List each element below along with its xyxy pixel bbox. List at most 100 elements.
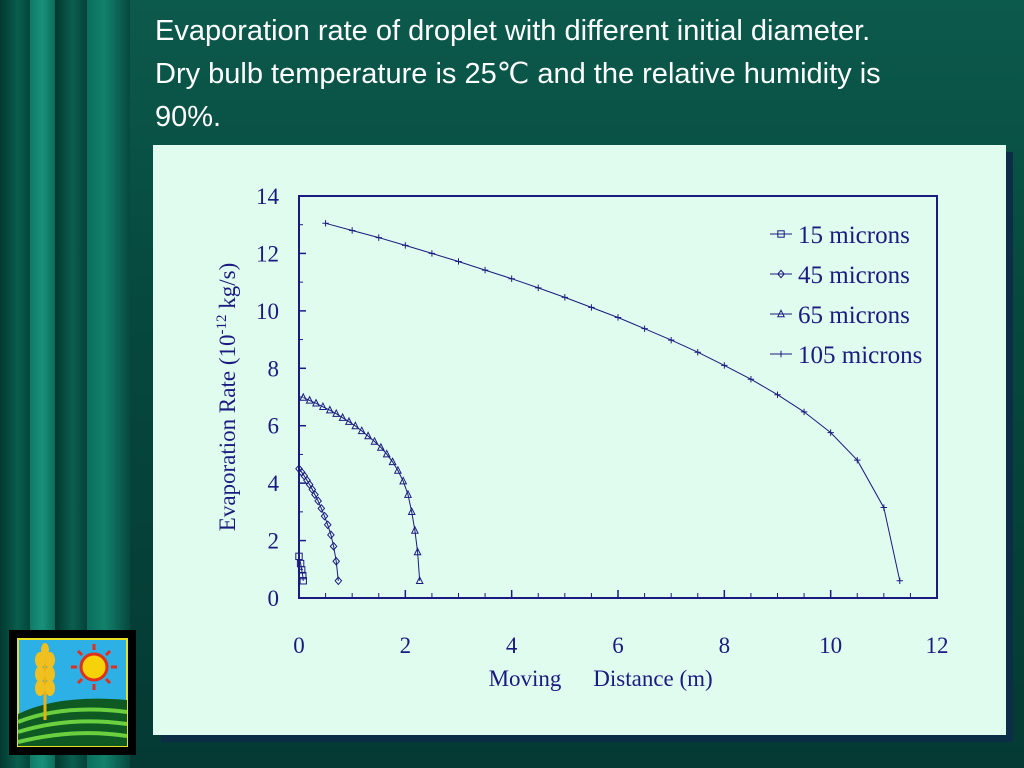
y-tick-label: 2 [268,529,280,554]
data-point [407,507,416,516]
data-point [508,275,515,282]
logo [9,630,136,755]
data-point [880,504,888,511]
data-point [308,484,317,494]
series-65-microns [299,392,424,584]
data-point [325,405,334,414]
data-point [481,266,489,274]
legend-label: 45 microns [798,262,910,289]
data-point [413,547,422,556]
data-point [561,294,569,301]
evaporation-chart: 0 2 4 6 8 10 12 14 0 2 4 6 8 10 12 15 microns 45 micron… [214,184,949,691]
data-point [388,457,397,466]
y-tick-label: 6 [268,414,280,439]
title-line-3: 90%. [155,101,222,133]
y-tick-label: 4 [268,471,280,496]
data-point [376,442,385,451]
x-tick-label: 12 [926,633,949,658]
series-group [295,220,903,586]
data-point [614,314,622,321]
y-axis-label-main: Evaporation Rate (10 [215,335,240,532]
data-point [327,530,335,540]
data-point [588,304,595,311]
data-point [455,258,462,265]
data-point [314,496,323,506]
y-tick-label: 10 [256,299,279,324]
data-point [338,412,347,421]
data-point [402,242,409,249]
y-tick-label: 14 [256,184,280,209]
data-point [299,392,308,401]
x-tick-label: 6 [612,633,624,658]
legend: 15 microns 45 microns 65 microns 105 micron… [770,222,922,369]
data-point [318,401,327,410]
data-point [299,571,307,580]
axis-ticks: 0 2 4 6 8 10 12 14 0 2 4 6 8 10 12 [256,184,949,658]
series-line [303,397,421,581]
x-tick-label: 0 [293,633,305,658]
y-tick-label: 8 [268,356,280,381]
sun-and-wheat-field-icon [17,638,128,747]
data-point [403,489,413,498]
data-point [320,511,329,521]
data-point [382,449,391,458]
title-line-1: Evaporation rate of droplet with differe… [155,15,871,47]
series-105-microns [322,220,903,584]
y-axis-label-end: kg/s) [215,263,240,315]
data-point [370,436,379,445]
data-point [800,408,808,416]
data-point [774,391,781,398]
x-tick-label: 2 [400,633,412,658]
data-point [399,476,408,485]
data-point [410,525,419,534]
data-point [694,349,701,356]
series-45-microns [295,464,343,586]
data-point [721,362,728,369]
data-point [297,566,306,574]
slide-title: Evaporation rate of droplet with differe… [155,10,1015,139]
legend-marker [777,230,785,238]
data-point [896,577,903,584]
x-axis-label-moving: Moving [489,666,562,691]
data-point [344,416,353,425]
x-tick-label: 8 [719,633,731,658]
data-point [428,250,436,257]
y-tick-label: 12 [256,241,279,266]
y-tick-label: 0 [268,586,280,611]
data-point [322,220,329,227]
data-point [332,408,341,417]
data-point [299,577,307,585]
title-line-2: Dry bulb temperature is 25℃ and the rela… [155,58,881,90]
data-point [375,234,382,241]
x-tick-label: 10 [819,633,842,658]
legend-marker [777,350,785,358]
data-point [854,456,861,464]
data-point [317,503,326,513]
data-point [364,431,373,440]
data-point [332,556,341,566]
data-point [311,490,319,500]
legend-label: 15 microns [798,222,910,249]
series-15-microns [295,552,307,585]
data-point [415,575,424,584]
legend-marker [777,269,785,279]
x-tick-label: 4 [506,633,518,658]
y-axis-label: Evaporation Rate (10-12 kg/s) [214,263,240,531]
data-point [827,429,834,436]
legend-marker [776,309,786,318]
data-point [348,227,356,234]
series-line [298,468,339,581]
data-point [329,541,338,551]
legend-label: 65 microns [798,302,910,329]
legend-label: 105 microns [798,342,922,369]
chart-panel: 0 2 4 6 8 10 12 14 0 2 4 6 8 10 12 15 microns 45 micron… [153,145,1006,735]
data-point [747,375,755,383]
data-point [295,552,303,561]
y-axis-label-sup: -12 [214,315,230,335]
data-point [334,576,343,586]
data-point [312,398,321,407]
data-point [393,465,402,474]
data-point [323,520,332,530]
data-point [357,426,366,435]
x-axis-label-distance: Distance (m) [593,666,712,691]
